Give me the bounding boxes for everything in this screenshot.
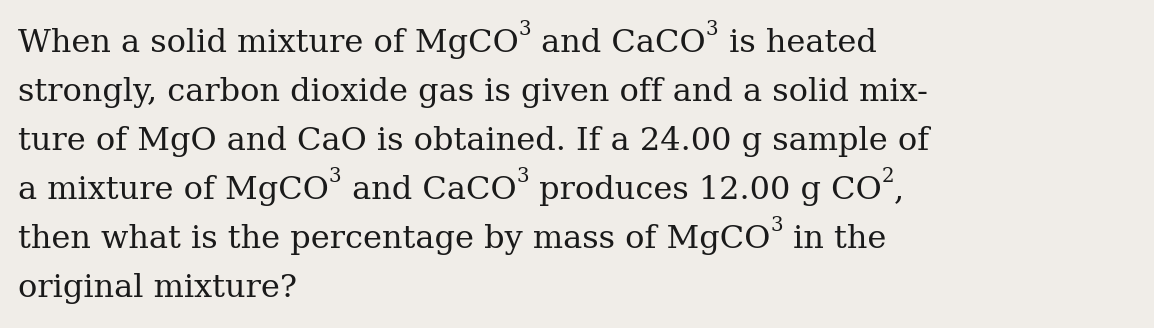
Text: 3: 3 (706, 20, 719, 39)
Text: produces 12.00 g CO: produces 12.00 g CO (529, 175, 882, 206)
Text: When a solid mixture of MgCO: When a solid mixture of MgCO (18, 28, 519, 59)
Text: is heated: is heated (719, 28, 877, 59)
Text: 2: 2 (882, 167, 894, 186)
Text: ture of MgO and CaO is obtained. If a 24.00 g sample of: ture of MgO and CaO is obtained. If a 24… (18, 126, 929, 157)
Text: original mixture?: original mixture? (18, 273, 297, 304)
Text: then what is the percentage by mass of MgCO: then what is the percentage by mass of M… (18, 224, 771, 255)
Text: in the: in the (784, 224, 886, 255)
Text: ,: , (894, 175, 905, 206)
Text: a mixture of MgCO: a mixture of MgCO (18, 175, 329, 206)
Text: and CaCO: and CaCO (342, 175, 516, 206)
Text: and CaCO: and CaCO (531, 28, 706, 59)
Text: 3: 3 (519, 20, 531, 39)
Text: 3: 3 (329, 167, 342, 186)
Text: 3: 3 (771, 216, 784, 235)
Text: 3: 3 (516, 167, 529, 186)
Text: strongly, carbon dioxide gas is given off and a solid mix-: strongly, carbon dioxide gas is given of… (18, 77, 928, 108)
